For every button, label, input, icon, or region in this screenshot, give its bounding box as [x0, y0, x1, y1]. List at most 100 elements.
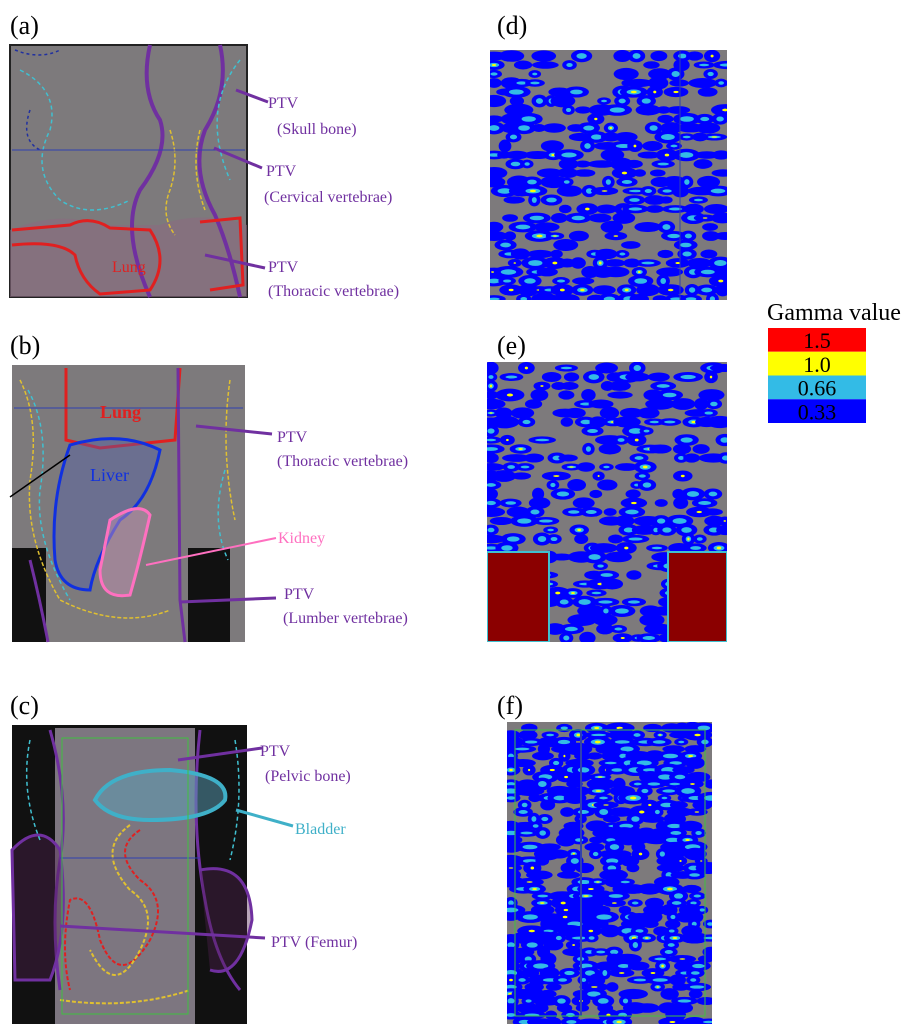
- annotation: (Skull bone): [277, 121, 357, 138]
- gamma-blob: [679, 860, 681, 862]
- gamma-blob: [627, 864, 640, 872]
- gamma-blob: [551, 294, 580, 305]
- gamma-blob: [663, 393, 677, 398]
- gamma-blob: [702, 223, 718, 231]
- gamma-blob: [531, 50, 556, 61]
- gamma-blob: [681, 788, 695, 794]
- gamma-blob: [532, 752, 554, 761]
- gamma-blob: [639, 853, 642, 856]
- legend: 1.51.00.660.33: [768, 328, 866, 424]
- gamma-blob: [643, 724, 662, 732]
- gamma-blob: [511, 162, 521, 166]
- gamma-blob: [642, 141, 663, 151]
- gamma-blob: [690, 783, 695, 785]
- gamma-block: [487, 552, 549, 642]
- gamma-blob: [566, 63, 572, 67]
- gamma-blob: [603, 466, 609, 469]
- gamma-blob: [697, 537, 703, 541]
- gamma-blob: [527, 180, 537, 185]
- gamma-blob: [703, 217, 708, 218]
- gamma-blob: [557, 492, 569, 497]
- gamma-blob: [530, 82, 539, 85]
- gamma-blob: [619, 99, 626, 104]
- gamma-blob: [658, 250, 674, 258]
- gamma-blob: [639, 811, 644, 814]
- annotation: (Pelvic bone): [265, 768, 351, 785]
- gamma-blob: [648, 804, 651, 806]
- gamma-blob: [673, 937, 678, 939]
- gamma-blob: [685, 839, 689, 841]
- gamma-blob: [629, 207, 642, 210]
- gamma-blob: [589, 214, 612, 223]
- gamma-blob: [596, 914, 611, 919]
- gamma-blob: [568, 510, 579, 513]
- gamma-blob: [577, 462, 595, 471]
- gamma-blob: [659, 734, 661, 735]
- gamma-blob: [643, 636, 655, 640]
- gamma-blob: [504, 231, 516, 240]
- gamma-blob: [601, 100, 607, 103]
- gamma-blob: [634, 979, 648, 982]
- gamma-blob: [649, 421, 659, 423]
- gamma-blob: [633, 169, 646, 176]
- annotation: PTV: [260, 743, 291, 760]
- gamma-blob: [561, 152, 576, 157]
- gamma-blob: [530, 216, 544, 221]
- gamma-blob: [614, 628, 622, 631]
- gamma-blob: [501, 545, 512, 551]
- gamma-blob: [505, 376, 517, 379]
- legend-label: 0.33: [798, 399, 837, 424]
- gamma-blob: [660, 278, 666, 284]
- gamma-blob: [560, 807, 574, 817]
- gamma-blob: [695, 811, 699, 812]
- gamma-blob: [604, 508, 617, 516]
- gamma-blob: [620, 747, 633, 752]
- gamma-blob: [655, 810, 660, 814]
- gamma-blob: [603, 609, 608, 614]
- figure: (a) (b) (c) (d) (e) (f) PTV (Skull bone)…: [0, 0, 921, 1024]
- gamma-blob: [714, 260, 726, 266]
- gamma-blob: [650, 125, 658, 130]
- legend-label: 1.5: [803, 328, 831, 353]
- gamma-blob: [659, 196, 673, 203]
- gamma-blob: [661, 965, 664, 968]
- gamma-blob: [532, 197, 537, 203]
- gamma-blob: [626, 489, 641, 498]
- gamma-blob: [585, 208, 589, 211]
- gamma-blob: [681, 475, 685, 477]
- gamma-blob: [599, 809, 608, 815]
- gamma-blob: [527, 250, 553, 258]
- gamma-blob: [603, 804, 608, 805]
- gamma-blob: [563, 916, 568, 919]
- gamma-blob: [663, 754, 678, 759]
- gamma-blob: [589, 490, 602, 498]
- gamma-blob: [642, 920, 659, 928]
- gamma-blob: [488, 298, 500, 301]
- gamma-blob: [602, 970, 607, 976]
- legend-label: 0.66: [798, 376, 837, 401]
- gamma-map-f: [497, 722, 724, 1024]
- annotation: (Cervical vertebrae): [264, 189, 392, 206]
- gamma-blob: [576, 1004, 589, 1011]
- gamma-blob: [619, 253, 625, 256]
- gamma-blob: [550, 250, 562, 258]
- gamma-blob: [711, 55, 714, 58]
- gamma-blob: [605, 762, 617, 765]
- gamma-blob: [697, 997, 717, 1005]
- gamma-blob: [518, 448, 523, 450]
- gamma-blob: [606, 982, 618, 992]
- gamma-blob: [668, 289, 674, 292]
- gamma-blob: [715, 232, 734, 240]
- gamma-blob: [643, 61, 659, 68]
- annotation: (Lumber vertebrae): [283, 610, 408, 627]
- gamma-blob: [704, 204, 729, 214]
- gamma-blob: [615, 608, 629, 613]
- gamma-blob: [521, 466, 530, 469]
- gamma-block: [668, 552, 727, 642]
- gamma-blob: [681, 437, 693, 442]
- gamma-blob: [718, 280, 723, 283]
- gamma-blob: [516, 225, 531, 230]
- gamma-blob: [575, 838, 583, 841]
- gamma-blob: [503, 279, 511, 282]
- gamma-blob: [508, 998, 515, 1004]
